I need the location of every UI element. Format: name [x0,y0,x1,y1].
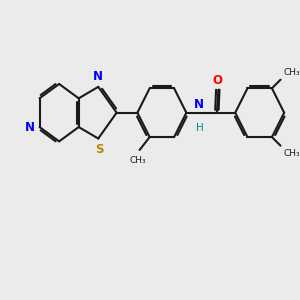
Text: N: N [194,98,204,111]
Text: CH₃: CH₃ [284,68,300,77]
Text: S: S [95,143,104,156]
Text: N: N [93,70,103,83]
Text: O: O [212,74,222,87]
Text: CH₃: CH₃ [284,148,300,158]
Text: H: H [196,123,204,133]
Text: N: N [25,121,35,134]
Text: CH₃: CH₃ [130,156,146,165]
